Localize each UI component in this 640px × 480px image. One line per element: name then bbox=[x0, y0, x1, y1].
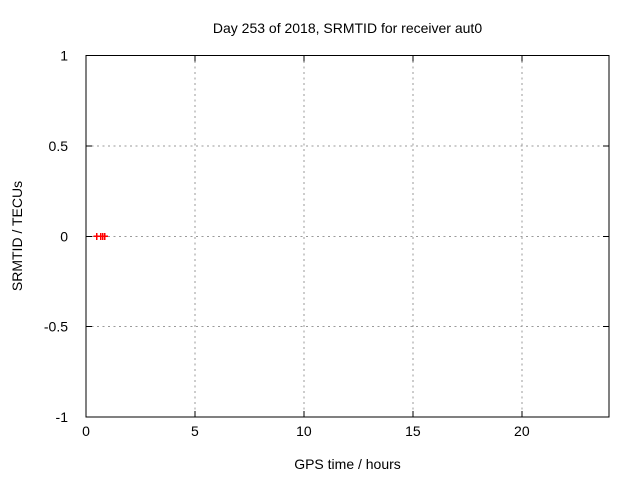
data-point-marker bbox=[101, 232, 109, 240]
x-tick-label: 0 bbox=[82, 423, 90, 439]
y-tick-label: 1 bbox=[60, 48, 68, 64]
y-tick-label: -1 bbox=[56, 409, 69, 425]
x-tick-label: 10 bbox=[296, 423, 312, 439]
x-tick-label: 15 bbox=[405, 423, 421, 439]
x-tick-label: 20 bbox=[514, 423, 530, 439]
x-axis-label: GPS time / hours bbox=[294, 456, 401, 472]
y-tick-label: -0.5 bbox=[44, 319, 68, 335]
y-tick-label: 0.5 bbox=[49, 138, 69, 154]
x-tick-label: 5 bbox=[191, 423, 199, 439]
chart-title: Day 253 of 2018, SRMTID for receiver aut… bbox=[212, 20, 483, 36]
y-axis-label: SRMTID / TECUs bbox=[9, 180, 25, 292]
y-tick-label: 0 bbox=[60, 228, 68, 244]
